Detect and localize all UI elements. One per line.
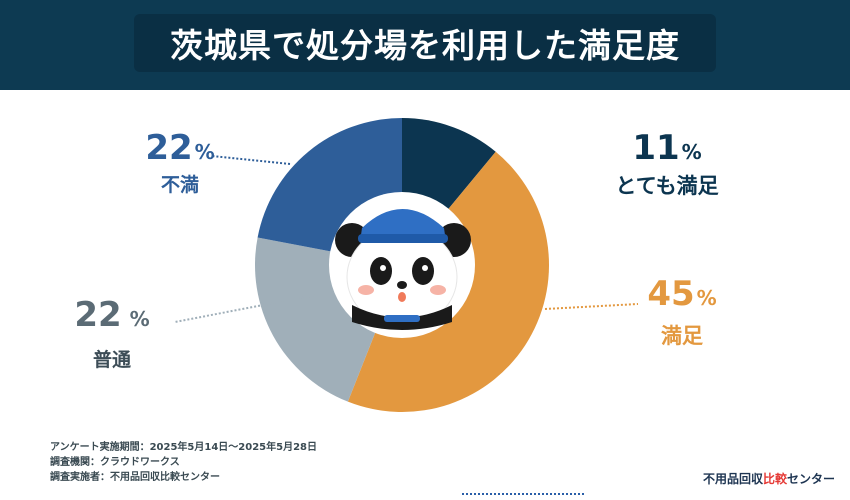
dissatisfied-name: 不満 (160, 174, 199, 196)
survey-footnote: アンケート実施期間：2025年5月14日〜2025年5月28日 調査機関：クラウ… (50, 440, 317, 485)
footnote-period: アンケート実施期間：2025年5月14日〜2025年5月28日 (50, 442, 318, 453)
leader-satisfied (544, 303, 639, 310)
very-satisfied-value: 11 (632, 128, 680, 168)
neutral-value: 22 (74, 295, 122, 335)
brand-part3: センター (787, 472, 836, 486)
satisfied-unit: % (696, 286, 717, 310)
very-satisfied-unit: % (681, 140, 702, 164)
brand-part2: 比較 (763, 472, 788, 486)
dissatisfied-unit: % (194, 140, 215, 164)
header-bar: 茨城県で処分場を利用した満足度 (0, 0, 850, 90)
title-box: 茨城県で処分場を利用した満足度 (134, 14, 716, 72)
label-satisfied: 45% 満足 (640, 274, 724, 350)
brand-part1: 不用品回収 (703, 472, 764, 486)
neutral-unit: % (129, 307, 150, 331)
leader-dissatisfied (211, 155, 291, 165)
brand-logo: 不用品回収比較センター (703, 470, 835, 487)
footnote-conductor: 調査実施者：不用品回収比較センター (50, 472, 220, 483)
label-neutral: 22% 普通 (72, 295, 152, 372)
label-very-satisfied: 11% とても満足 (612, 128, 722, 200)
decorative-dotted-line (462, 493, 584, 495)
label-dissatisfied: 22% 不満 (144, 128, 216, 197)
very-satisfied-name: とても満足 (615, 174, 719, 198)
footnote-agency: 調査機関：クラウドワークス (50, 457, 180, 468)
neutral-name: 普通 (92, 349, 131, 371)
dissatisfied-value: 22 (145, 128, 193, 168)
satisfied-name: 満足 (661, 324, 703, 348)
panda-mascot-icon (335, 209, 471, 330)
satisfied-value: 45 (647, 274, 695, 314)
page-title: 茨城県で処分場を利用した満足度 (170, 26, 680, 65)
